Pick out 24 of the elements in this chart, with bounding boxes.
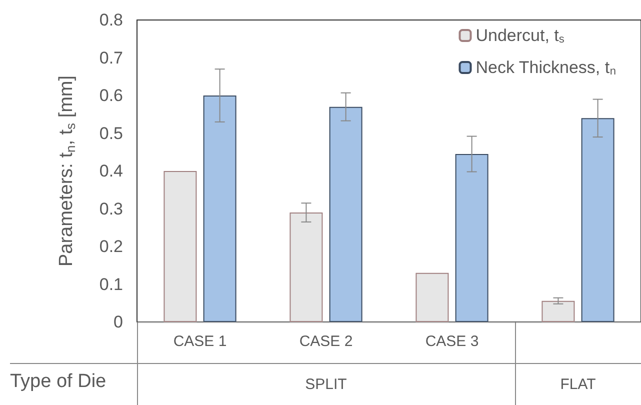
bar <box>455 154 488 322</box>
bar <box>203 96 236 322</box>
text: Type of Die <box>10 371 106 393</box>
x-tick-label: CASE 2 <box>299 333 353 350</box>
bar <box>329 106 362 322</box>
bar <box>416 272 449 322</box>
bar <box>290 212 323 322</box>
x-tick-label: CASE 1 <box>173 333 227 350</box>
y-tick-label: 0.1 <box>99 274 123 294</box>
text: SPLIT <box>305 376 347 393</box>
y-tick-label: 0.7 <box>99 48 123 68</box>
y-tick-label: 0.3 <box>99 199 123 218</box>
y-tick-label: 0.2 <box>99 237 123 256</box>
y-axis-title: Parameters: tn, ts [mm] <box>56 75 78 267</box>
text: FLAT <box>560 376 596 393</box>
y-tick-label: 0.8 <box>99 10 123 30</box>
y-tick-label: 0.6 <box>99 86 123 105</box>
x-tick-label: CASE 3 <box>425 333 479 350</box>
y-tick-label: 0 <box>114 312 123 332</box>
bar <box>542 300 575 322</box>
y-tick-label: 0.4 <box>99 162 123 180</box>
bar <box>164 171 197 322</box>
bar <box>581 118 614 322</box>
y-tick-label: 0.5 <box>99 124 123 143</box>
